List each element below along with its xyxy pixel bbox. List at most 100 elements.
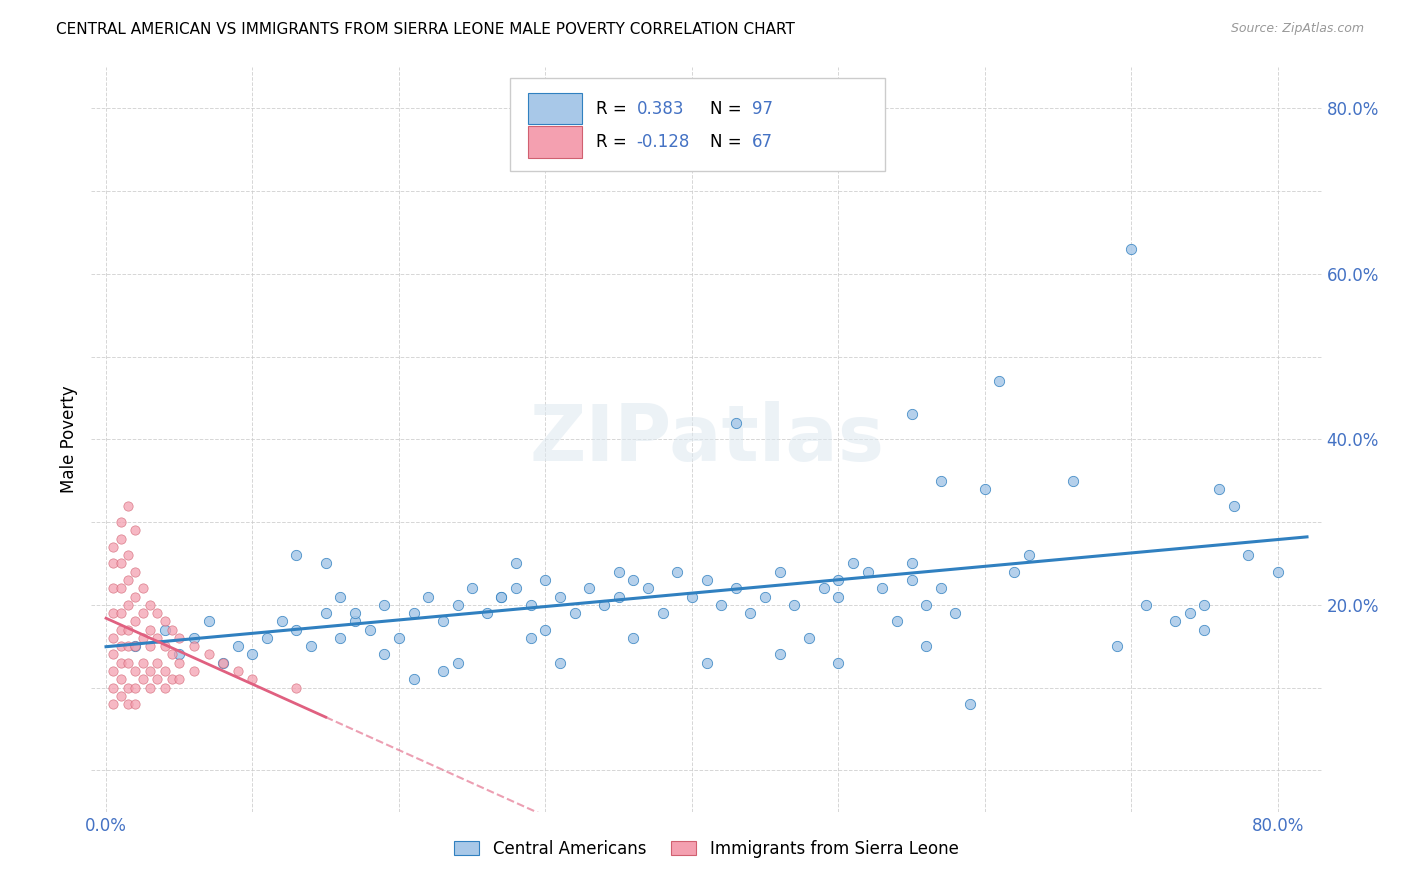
Point bbox=[724, 416, 747, 430]
Point bbox=[959, 697, 981, 711]
Point bbox=[110, 582, 132, 596]
Point bbox=[103, 557, 125, 571]
Point bbox=[373, 648, 395, 662]
Point bbox=[929, 474, 952, 488]
Point bbox=[103, 648, 125, 662]
Point bbox=[124, 697, 146, 711]
Point bbox=[870, 582, 894, 596]
Point bbox=[813, 582, 835, 596]
Point bbox=[695, 656, 717, 670]
Text: R =: R = bbox=[596, 133, 631, 151]
Point bbox=[343, 606, 366, 620]
Point bbox=[285, 548, 308, 562]
Point bbox=[900, 557, 922, 571]
Point bbox=[285, 623, 308, 637]
Point bbox=[160, 623, 183, 637]
Point bbox=[593, 598, 616, 612]
Point bbox=[110, 656, 132, 670]
Point bbox=[197, 615, 219, 629]
Text: 0.383: 0.383 bbox=[637, 100, 683, 118]
Point bbox=[900, 408, 922, 422]
Point bbox=[988, 375, 1011, 389]
Point bbox=[945, 606, 967, 620]
Point bbox=[146, 606, 169, 620]
Point bbox=[124, 565, 146, 579]
Point bbox=[973, 482, 995, 496]
Point bbox=[1121, 242, 1143, 256]
Point bbox=[139, 598, 162, 612]
Point bbox=[103, 664, 125, 678]
Point bbox=[402, 673, 425, 687]
Point bbox=[139, 664, 162, 678]
Point bbox=[110, 532, 132, 546]
Point bbox=[1194, 623, 1216, 637]
Point bbox=[146, 656, 169, 670]
Point bbox=[103, 540, 125, 554]
Text: ZIPatlas: ZIPatlas bbox=[529, 401, 884, 477]
Point bbox=[578, 582, 600, 596]
Text: N =: N = bbox=[710, 133, 747, 151]
Point bbox=[724, 582, 747, 596]
Point bbox=[827, 573, 849, 587]
Point bbox=[637, 582, 659, 596]
Point bbox=[666, 565, 689, 579]
Point bbox=[226, 639, 249, 653]
Point bbox=[117, 548, 139, 562]
Point bbox=[621, 573, 644, 587]
Point bbox=[146, 631, 169, 645]
Point bbox=[124, 639, 146, 653]
Point bbox=[915, 598, 938, 612]
Point bbox=[827, 590, 849, 604]
Point bbox=[103, 697, 125, 711]
Point bbox=[153, 639, 176, 653]
Point bbox=[117, 598, 139, 612]
Point bbox=[103, 582, 125, 596]
Point bbox=[1267, 565, 1289, 579]
Point bbox=[621, 631, 644, 645]
Point bbox=[929, 582, 952, 596]
Point bbox=[548, 656, 571, 670]
Point bbox=[1164, 615, 1187, 629]
FancyBboxPatch shape bbox=[529, 93, 582, 124]
Point bbox=[139, 639, 162, 653]
Point bbox=[153, 623, 176, 637]
Point bbox=[754, 590, 776, 604]
Point bbox=[607, 565, 630, 579]
Point bbox=[783, 598, 806, 612]
Text: N =: N = bbox=[710, 100, 747, 118]
Point bbox=[710, 598, 733, 612]
Point bbox=[131, 631, 153, 645]
Point bbox=[242, 673, 264, 687]
Point bbox=[212, 656, 235, 670]
Text: CENTRAL AMERICAN VS IMMIGRANTS FROM SIERRA LEONE MALE POVERTY CORRELATION CHART: CENTRAL AMERICAN VS IMMIGRANTS FROM SIER… bbox=[56, 22, 796, 37]
Point bbox=[124, 524, 146, 538]
Point bbox=[797, 631, 820, 645]
Point bbox=[124, 664, 146, 678]
Point bbox=[534, 573, 557, 587]
Point bbox=[117, 639, 139, 653]
Point bbox=[110, 557, 132, 571]
Point bbox=[343, 615, 366, 629]
Point bbox=[505, 557, 527, 571]
Point bbox=[285, 681, 308, 695]
Point bbox=[446, 598, 468, 612]
Point bbox=[769, 565, 792, 579]
Point bbox=[519, 598, 541, 612]
Point bbox=[103, 606, 125, 620]
Point bbox=[827, 656, 849, 670]
Point bbox=[432, 664, 454, 678]
Point bbox=[183, 664, 205, 678]
Point bbox=[329, 631, 352, 645]
Point bbox=[1105, 639, 1128, 653]
Point bbox=[1222, 499, 1246, 513]
Point bbox=[124, 681, 146, 695]
Point bbox=[373, 598, 395, 612]
Point bbox=[139, 681, 162, 695]
Point bbox=[519, 631, 541, 645]
Point bbox=[169, 648, 191, 662]
Point bbox=[131, 673, 153, 687]
Point bbox=[299, 639, 322, 653]
Point bbox=[315, 606, 337, 620]
Point bbox=[117, 623, 139, 637]
Point bbox=[183, 631, 205, 645]
